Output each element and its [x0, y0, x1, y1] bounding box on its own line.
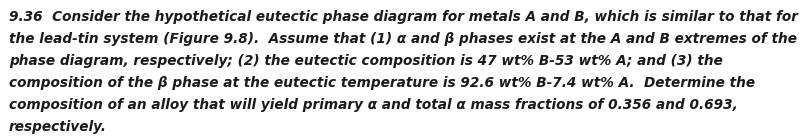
Text: composition of the β phase at the eutectic temperature is 92.6 wt% B-7.4 wt% A. : composition of the β phase at the eutect… [9, 76, 754, 90]
Text: the lead-tin system (Figure 9.8).  Assume that (1) α and β phases exist at the A: the lead-tin system (Figure 9.8). Assume… [9, 32, 796, 46]
Text: respectively.: respectively. [9, 120, 107, 134]
Text: 9.36  Consider the hypothetical eutectic phase diagram for metals A and B, which: 9.36 Consider the hypothetical eutectic … [9, 10, 797, 24]
Text: composition of an alloy that will yield primary α and total α mass fractions of : composition of an alloy that will yield … [9, 98, 736, 112]
Text: phase diagram, respectively; (2) the eutectic composition is 47 wt% B-53 wt% A; : phase diagram, respectively; (2) the eut… [9, 54, 722, 68]
